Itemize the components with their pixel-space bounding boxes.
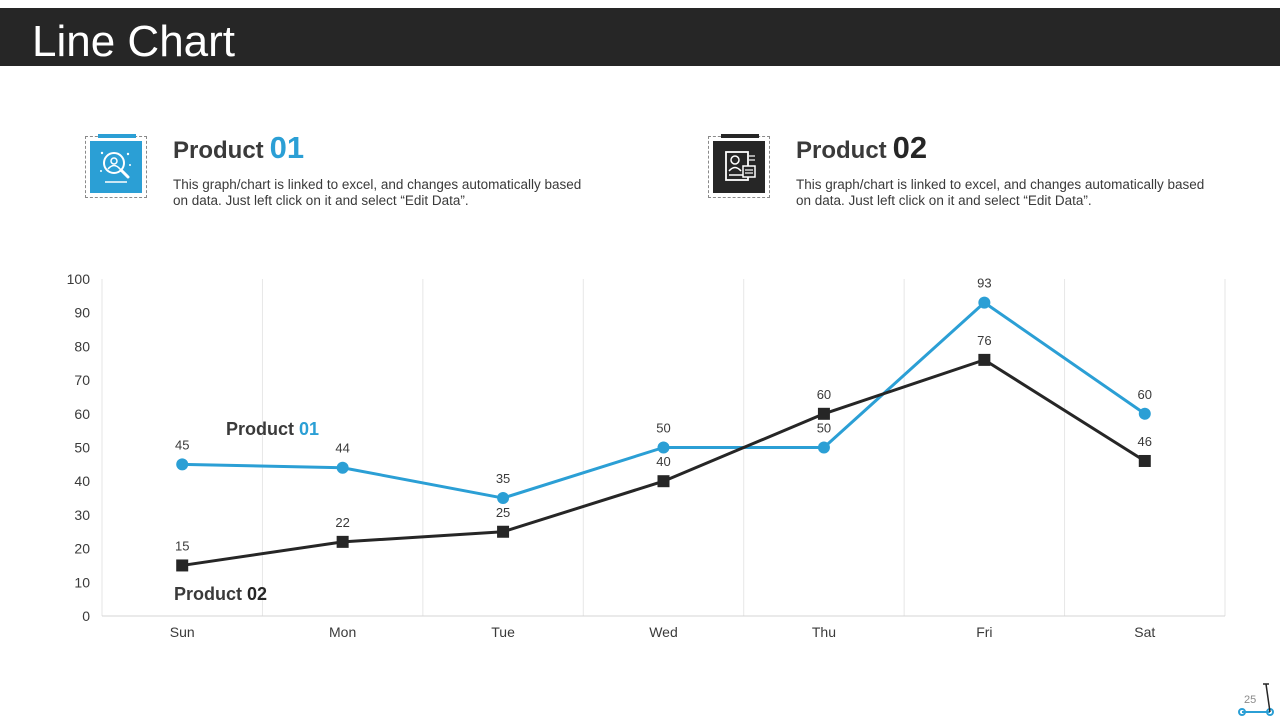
series-name-label: Product 01 [226, 419, 319, 439]
product-heading: Product 02 [796, 130, 927, 166]
y-tick-label: 30 [74, 507, 90, 523]
data-point [978, 296, 991, 309]
x-tick-label: Wed [649, 624, 678, 640]
data-point [657, 441, 670, 454]
product-name: Product [796, 137, 887, 164]
y-tick-label: 50 [74, 440, 90, 456]
page-title: Line Chart [32, 17, 236, 66]
data-label: 40 [656, 454, 670, 469]
data-label: 44 [335, 441, 349, 456]
product-number: 02 [892, 130, 928, 165]
data-point [497, 492, 510, 505]
product-description: This graph/chart is linked to excel, and… [173, 177, 582, 208]
series-name-prefix: Product [226, 419, 299, 439]
x-tick-label: Thu [812, 624, 836, 640]
series-name-number: 01 [299, 419, 319, 439]
x-tick-label: Tue [491, 624, 515, 640]
data-point [336, 535, 349, 548]
x-tick-label: Mon [329, 624, 356, 640]
x-tick-label: Sun [170, 624, 195, 640]
data-label: 60 [1138, 387, 1152, 402]
product-number: 01 [269, 130, 305, 165]
search-analytics-icon [90, 141, 142, 193]
data-point [978, 353, 991, 366]
y-tick-label: 60 [74, 406, 90, 422]
x-tick-label: Fri [976, 624, 992, 640]
data-label: 15 [175, 538, 189, 553]
y-tick-label: 90 [74, 305, 90, 321]
data-label: 50 [817, 421, 831, 436]
x-tick-label: Sat [1134, 624, 1155, 640]
data-point [1138, 454, 1151, 467]
data-label: 45 [175, 437, 189, 452]
y-tick-label: 80 [74, 338, 90, 354]
product-icon-frame [85, 134, 147, 198]
scooter-icon [1234, 678, 1278, 723]
data-label: 46 [1138, 434, 1152, 449]
y-tick-label: 70 [74, 372, 90, 388]
product-description: This graph/chart is linked to excel, and… [796, 177, 1205, 208]
series-name-number: 02 [247, 584, 267, 604]
y-tick-label: 20 [74, 541, 90, 557]
data-point [176, 559, 189, 572]
data-label: 93 [977, 276, 991, 291]
data-point [176, 458, 189, 471]
series-name-prefix: Product [174, 584, 247, 604]
product-card-01: Product 01 This graph/chart is linked to … [85, 130, 645, 216]
data-label: 22 [335, 515, 349, 530]
data-point [817, 441, 830, 454]
y-tick-label: 40 [74, 473, 90, 489]
data-point [1138, 407, 1151, 420]
product-name: Product [173, 137, 264, 164]
data-point [497, 525, 510, 538]
series-name-label: Product 02 [174, 584, 267, 604]
data-label: 50 [656, 421, 670, 436]
data-label: 35 [496, 471, 510, 486]
data-label: 25 [496, 505, 510, 520]
data-point [336, 461, 349, 474]
page-number: 25 [1244, 694, 1257, 706]
title-bar: Line Chart [0, 8, 1280, 66]
profile-document-icon [713, 141, 765, 193]
y-tick-label: 10 [74, 574, 90, 590]
product-icon-frame [708, 134, 770, 198]
data-point [817, 407, 830, 420]
y-tick-label: 0 [82, 608, 90, 624]
product-card-02: Product 02 This graph/chart is linked to … [708, 130, 1268, 216]
data-point [657, 475, 670, 488]
data-label: 76 [977, 333, 991, 348]
y-tick-label: 100 [67, 271, 91, 287]
product-heading: Product 01 [173, 130, 304, 166]
data-label: 60 [817, 387, 831, 402]
